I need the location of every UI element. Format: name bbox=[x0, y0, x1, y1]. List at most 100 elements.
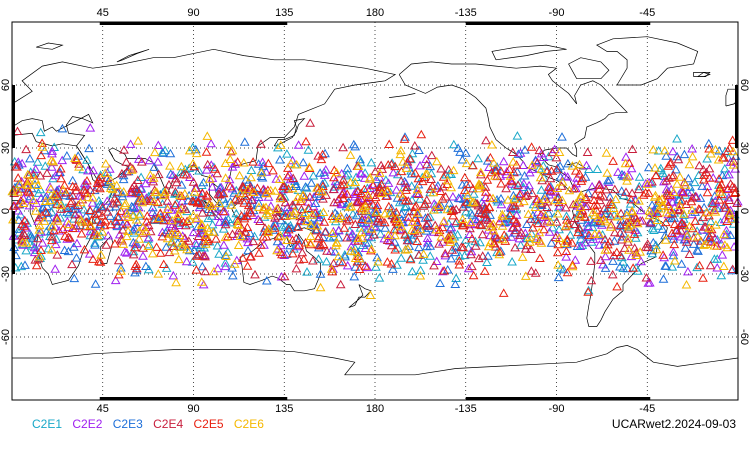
observation-marker bbox=[392, 213, 403, 223]
observation-marker bbox=[214, 217, 225, 226]
observation-marker bbox=[166, 205, 177, 214]
observation-marker bbox=[626, 163, 637, 173]
observation-marker bbox=[426, 150, 437, 160]
observation-marker bbox=[587, 181, 597, 191]
observation-marker bbox=[395, 149, 406, 159]
observation-marker bbox=[117, 225, 128, 234]
observation-marker bbox=[345, 150, 356, 159]
observation-marker bbox=[258, 184, 268, 194]
observation-marker bbox=[244, 205, 255, 214]
observation-marker bbox=[122, 209, 133, 218]
observation-marker bbox=[653, 221, 664, 230]
observation-marker bbox=[154, 213, 164, 223]
observation-marker bbox=[728, 156, 739, 165]
observation-marker bbox=[100, 168, 111, 177]
observation-marker bbox=[664, 173, 674, 182]
observation-marker bbox=[116, 266, 126, 275]
observation-marker bbox=[603, 239, 613, 249]
observation-marker bbox=[692, 231, 703, 241]
observation-marker bbox=[371, 222, 381, 232]
observation-marker bbox=[316, 154, 327, 164]
observation-marker bbox=[517, 252, 528, 261]
observation-marker bbox=[439, 216, 449, 225]
observation-marker bbox=[282, 149, 292, 158]
observation-marker bbox=[270, 213, 280, 222]
observation-marker bbox=[483, 215, 494, 224]
observation-marker bbox=[362, 262, 373, 272]
observation-marker bbox=[415, 224, 426, 234]
observation-marker bbox=[24, 187, 35, 197]
observation-marker bbox=[32, 157, 43, 166]
observation-marker bbox=[556, 181, 567, 190]
observation-marker bbox=[515, 240, 526, 249]
observation-marker bbox=[243, 237, 253, 247]
observation-marker bbox=[457, 180, 468, 189]
observation-marker bbox=[583, 287, 594, 296]
observation-marker bbox=[509, 194, 520, 203]
observation-marker bbox=[683, 266, 693, 276]
observation-marker bbox=[320, 148, 330, 158]
observation-marker bbox=[363, 190, 373, 199]
observation-marker bbox=[599, 203, 610, 213]
observation-marker bbox=[170, 173, 181, 183]
observation-marker bbox=[211, 234, 221, 243]
observation-marker bbox=[508, 157, 519, 166]
observation-marker bbox=[346, 241, 357, 251]
observation-marker bbox=[342, 189, 353, 198]
observation-marker bbox=[442, 204, 453, 214]
observation-marker bbox=[229, 188, 240, 197]
observation-marker bbox=[523, 209, 534, 218]
observation-marker bbox=[322, 246, 332, 255]
observation-marker bbox=[296, 204, 307, 214]
observation-marker bbox=[34, 212, 44, 222]
observation-marker bbox=[363, 231, 374, 241]
observation-marker bbox=[510, 242, 520, 252]
observation-marker bbox=[201, 165, 212, 174]
observation-marker bbox=[547, 222, 558, 232]
observation-marker bbox=[473, 253, 484, 263]
observation-marker bbox=[500, 217, 511, 226]
observation-marker bbox=[563, 158, 573, 168]
observation-marker bbox=[136, 193, 147, 203]
observation-marker bbox=[413, 189, 424, 198]
observation-marker bbox=[189, 245, 200, 255]
observation-marker bbox=[298, 157, 309, 167]
observation-marker bbox=[288, 210, 299, 219]
observation-marker bbox=[13, 205, 23, 215]
observation-marker bbox=[256, 139, 266, 148]
observation-marker bbox=[461, 206, 471, 216]
observation-marker bbox=[238, 182, 249, 192]
observation-marker bbox=[534, 145, 545, 155]
observation-marker bbox=[577, 240, 588, 249]
observation-marker bbox=[295, 215, 306, 225]
observation-marker bbox=[237, 181, 248, 191]
observation-marker bbox=[168, 270, 179, 280]
observation-marker bbox=[525, 237, 535, 246]
observation-marker bbox=[572, 173, 582, 182]
observation-marker bbox=[230, 194, 241, 203]
observation-marker bbox=[669, 239, 680, 249]
observation-marker bbox=[676, 186, 686, 196]
observation-marker bbox=[238, 157, 249, 167]
observation-marker bbox=[444, 198, 455, 207]
observation-marker bbox=[703, 138, 714, 148]
observation-marker bbox=[679, 209, 689, 218]
observation-marker bbox=[433, 180, 443, 190]
observation-marker bbox=[428, 187, 439, 197]
observation-marker bbox=[134, 226, 145, 235]
observation-marker bbox=[191, 265, 202, 274]
observation-marker bbox=[220, 261, 231, 271]
observation-marker bbox=[226, 146, 236, 156]
observation-marker bbox=[581, 160, 592, 170]
observation-marker bbox=[173, 209, 184, 218]
observation-marker bbox=[661, 151, 672, 160]
observation-marker bbox=[143, 232, 154, 242]
observation-marker bbox=[168, 170, 178, 179]
observation-marker bbox=[679, 149, 690, 159]
observation-marker bbox=[318, 239, 329, 248]
observation-marker bbox=[530, 202, 541, 211]
observation-marker bbox=[47, 245, 57, 254]
observation-marker bbox=[305, 238, 316, 247]
observation-marker bbox=[147, 248, 158, 258]
observation-marker bbox=[121, 248, 132, 257]
